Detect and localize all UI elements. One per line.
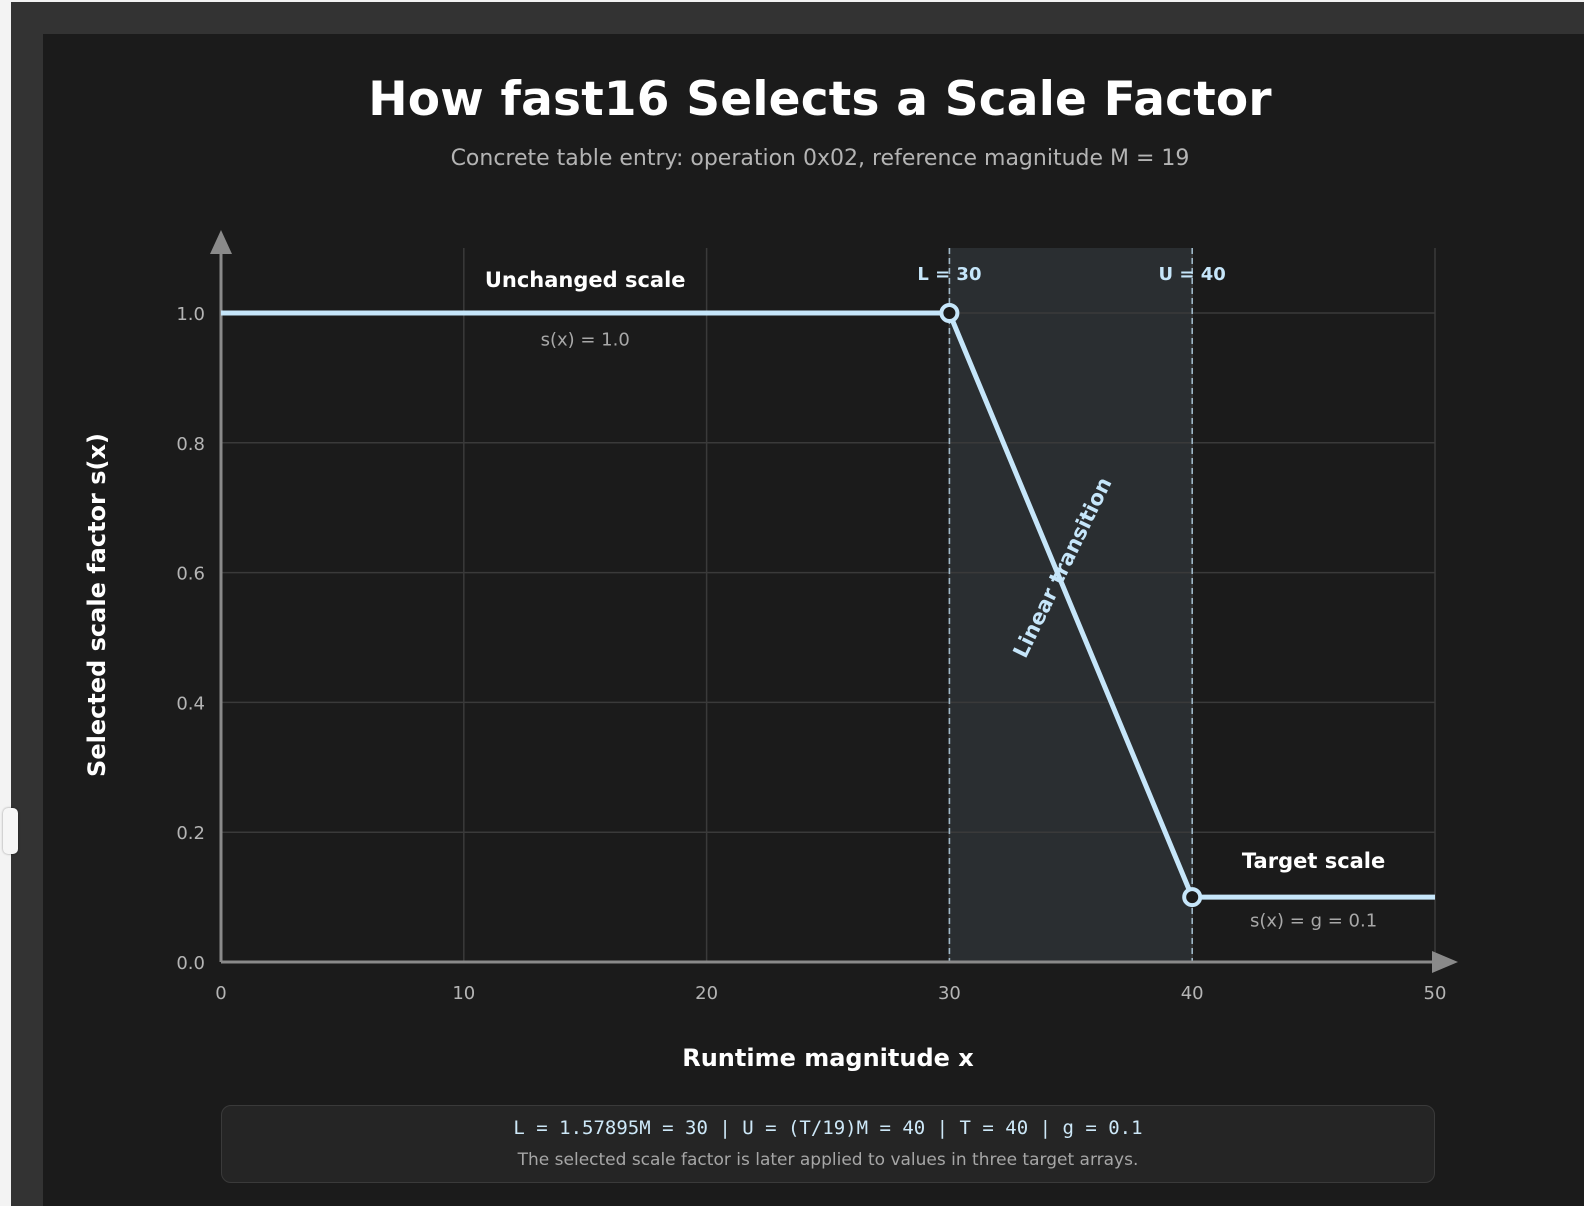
y-tick-label: 0.8 xyxy=(176,434,205,455)
formula-box: L = 1.57895M = 30 | U = (T/19)M = 40 | T… xyxy=(221,1105,1435,1183)
y-tick-label: 0.2 xyxy=(176,823,205,844)
y-tick-label: 0.4 xyxy=(176,693,205,714)
y-tick-label: 0.6 xyxy=(176,564,205,585)
formula-text: L = 1.57895M = 30 | U = (T/19)M = 40 | T… xyxy=(513,1117,1143,1139)
breakpoint-marker xyxy=(939,303,960,323)
scale-factor-line xyxy=(221,310,1435,900)
annotation-label: Unchanged scale xyxy=(485,268,686,292)
annotation-label: s(x) = g = 0.1 xyxy=(1250,910,1377,931)
breakpoint-marker xyxy=(1182,887,1203,908)
window-left-edge xyxy=(0,0,11,1206)
x-tick-label: 10 xyxy=(452,983,475,1004)
chart-panel xyxy=(43,34,1584,1206)
x-tick-label: 30 xyxy=(938,983,961,1004)
y-tick-label: 0.0 xyxy=(176,953,205,974)
x-axis-arrow xyxy=(1432,951,1458,973)
y-axis-title: Selected scale factor s(x) xyxy=(83,433,111,777)
y-tick-label: 1.0 xyxy=(176,304,205,325)
footer-note: The selected scale factor is later appli… xyxy=(517,1150,1139,1170)
x-tick-label: 0 xyxy=(215,983,226,1004)
x-tick-label: 40 xyxy=(1181,983,1204,1004)
annotation-label: Target scale xyxy=(1242,849,1385,873)
threshold-label: L = 30 xyxy=(917,264,981,285)
x-tick-label: 50 xyxy=(1424,983,1447,1004)
resize-handle[interactable] xyxy=(3,808,18,854)
x-axis-title: Runtime magnitude x xyxy=(682,1044,974,1072)
y-axis-arrow xyxy=(210,230,232,254)
chart-subtitle: Concrete table entry: operation 0x02, re… xyxy=(450,146,1190,171)
threshold-label: U = 40 xyxy=(1159,264,1226,285)
annotation-label: s(x) = 1.0 xyxy=(541,329,630,350)
chart-title: How fast16 Selects a Scale Factor xyxy=(368,72,1272,127)
scale-factor-chart: L = 30 U = 40 0 10 20 30 40 50 0.0 0.2 0.4 0.6 0.8 1.… xyxy=(83,230,1458,1072)
x-tick-label: 20 xyxy=(695,983,718,1004)
